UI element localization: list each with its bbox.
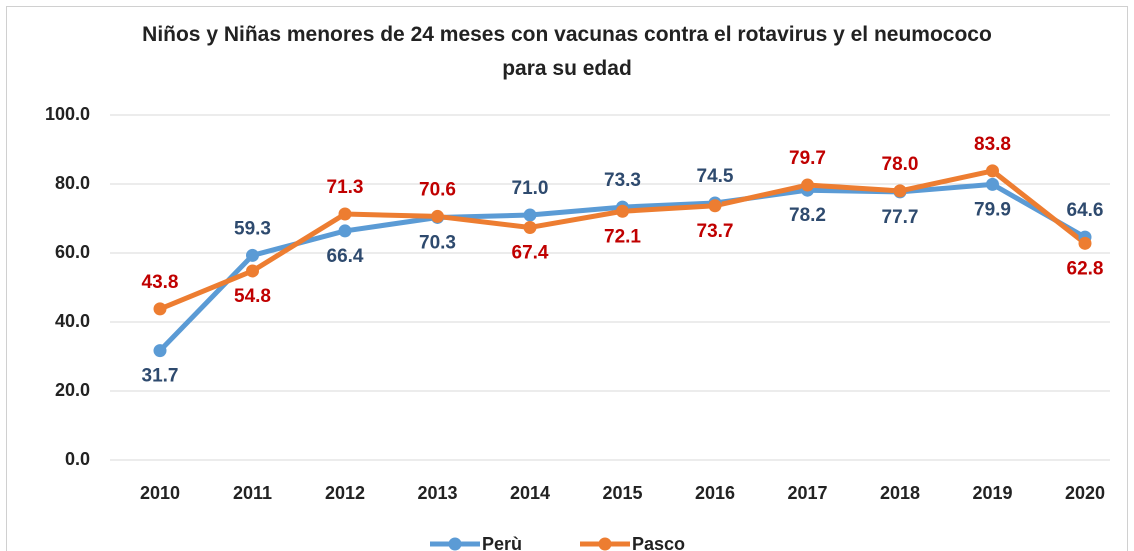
x-tick-label: 2012 xyxy=(325,483,365,503)
y-tick-label: 100.0 xyxy=(45,104,90,124)
data-label: 78.0 xyxy=(882,154,919,175)
data-label: 71.3 xyxy=(327,177,364,198)
data-label: 79.7 xyxy=(789,148,826,169)
data-label: 83.8 xyxy=(974,134,1011,155)
x-tick-label: 2011 xyxy=(233,483,272,503)
data-label: 79.9 xyxy=(974,199,1011,220)
x-tick-label: 2017 xyxy=(787,483,827,503)
y-tick-label: 40.0 xyxy=(55,311,90,331)
point xyxy=(986,177,999,191)
data-label: 59.3 xyxy=(234,218,271,239)
legend-marker xyxy=(598,537,612,551)
data-label: 71.0 xyxy=(512,178,549,199)
data-label: 73.7 xyxy=(697,221,734,242)
data-label: 66.4 xyxy=(327,246,364,267)
data-label: 74.5 xyxy=(697,166,734,187)
data-label: 72.1 xyxy=(604,226,641,247)
y-tick-label: 60.0 xyxy=(55,242,90,262)
point xyxy=(246,248,259,262)
legend-label: Pasco xyxy=(632,534,685,551)
point xyxy=(338,224,352,238)
chart-title: Niños y Niñas menores de 24 meses con va… xyxy=(142,23,992,80)
point xyxy=(338,207,352,221)
x-tick-label: 2013 xyxy=(417,483,457,503)
data-label: 64.6 xyxy=(1067,200,1104,221)
data-label: 62.8 xyxy=(1067,258,1104,279)
data-label: 54.8 xyxy=(234,286,271,307)
x-tick-label: 2014 xyxy=(510,483,550,503)
data-label: 78.2 xyxy=(789,205,826,226)
x-tick-label: 2010 xyxy=(140,483,180,503)
data-label: 67.4 xyxy=(512,242,549,263)
x-tick-label: 2016 xyxy=(695,483,735,503)
legend-label: Perù xyxy=(482,534,522,551)
y-tick-label: 80.0 xyxy=(55,173,90,193)
point xyxy=(153,344,167,358)
data-label: 73.3 xyxy=(604,170,641,191)
data-label: 31.7 xyxy=(142,366,179,387)
legend-marker xyxy=(448,537,462,551)
chart-border xyxy=(6,6,1128,551)
y-tick-label: 0.0 xyxy=(65,449,90,469)
point xyxy=(616,204,629,218)
data-label: 43.8 xyxy=(142,272,179,293)
x-tick-label: 2015 xyxy=(602,483,642,503)
data-label: 70.3 xyxy=(419,232,456,253)
point xyxy=(153,302,167,316)
point xyxy=(893,184,907,198)
point xyxy=(246,264,259,278)
point xyxy=(708,199,722,213)
point xyxy=(523,208,537,222)
point xyxy=(1078,236,1092,250)
data-label: 77.7 xyxy=(882,207,919,228)
point xyxy=(801,178,814,192)
data-label: 70.6 xyxy=(419,179,456,200)
x-tick-label: 2020 xyxy=(1065,483,1105,503)
x-tick-label: 2018 xyxy=(880,483,920,503)
y-tick-label: 20.0 xyxy=(55,380,90,400)
point xyxy=(523,220,537,234)
x-tick-label: 2019 xyxy=(972,483,1012,503)
point xyxy=(986,164,999,178)
point xyxy=(431,209,444,223)
